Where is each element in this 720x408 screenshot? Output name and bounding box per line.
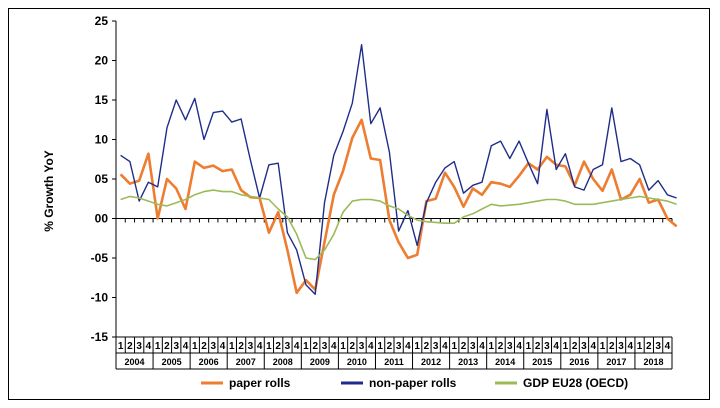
quarter-label: 2 bbox=[609, 341, 615, 352]
quarter-label: 2 bbox=[424, 341, 430, 352]
y-tick-label: 25 bbox=[95, 14, 109, 28]
year-label: 2009 bbox=[310, 357, 330, 367]
year-label: 2007 bbox=[236, 357, 256, 367]
quarter-label: 2 bbox=[498, 341, 504, 352]
series-layer bbox=[119, 44, 678, 295]
quarter-label: 3 bbox=[507, 341, 513, 352]
legend: paper rolls non-paper rolls GDP EU28 (OECD… bbox=[201, 376, 628, 390]
quarter-label: 1 bbox=[155, 341, 161, 352]
quarter-label: 4 bbox=[368, 341, 374, 352]
year-label: 2011 bbox=[384, 357, 404, 367]
legend-label: non-paper rolls bbox=[369, 376, 457, 390]
quarter-label: 1 bbox=[377, 341, 383, 352]
quarter-label: 1 bbox=[118, 341, 124, 352]
quarter-label: 4 bbox=[331, 341, 337, 352]
quarter-label: 1 bbox=[451, 341, 457, 352]
year-label: 2012 bbox=[421, 357, 441, 367]
quarter-label: 4 bbox=[516, 341, 522, 352]
quarter-label: 3 bbox=[322, 341, 328, 352]
y-axis: 25 20 15 10 05 00 -05 -10 -15 bbox=[91, 14, 117, 344]
quarter-label: 4 bbox=[553, 341, 559, 352]
year-label: 2013 bbox=[458, 357, 478, 367]
quarter-label: 3 bbox=[248, 341, 254, 352]
year-label: 2010 bbox=[347, 357, 367, 367]
series-line-gdp-eu28-oecd bbox=[120, 189, 677, 261]
quarter-label: 2 bbox=[350, 341, 356, 352]
quarter-label: 1 bbox=[637, 341, 643, 352]
quarter-label: 4 bbox=[146, 341, 152, 352]
y-tick-label: -15 bbox=[91, 330, 109, 344]
year-label: 2004 bbox=[125, 357, 145, 367]
year-label: 2016 bbox=[569, 357, 589, 367]
quarter-label: 3 bbox=[433, 341, 439, 352]
quarter-label: 3 bbox=[396, 341, 402, 352]
quarter-label: 1 bbox=[489, 341, 495, 352]
quarter-label: 1 bbox=[563, 341, 569, 352]
quarter-label: 1 bbox=[414, 341, 420, 352]
year-label: 2018 bbox=[643, 357, 663, 367]
quarter-label: 2 bbox=[127, 341, 133, 352]
legend-label: GDP EU28 (OECD) bbox=[523, 376, 628, 390]
series-line-paper-rolls bbox=[119, 118, 678, 295]
quarter-label: 1 bbox=[340, 341, 346, 352]
quarter-label: 2 bbox=[164, 341, 170, 352]
y-tick-label: 20 bbox=[95, 54, 109, 68]
year-label: 2017 bbox=[606, 357, 626, 367]
year-label: 2015 bbox=[532, 357, 552, 367]
quarter-label: 3 bbox=[359, 341, 365, 352]
quarter-label: 3 bbox=[618, 341, 624, 352]
quarter-label: 1 bbox=[303, 341, 309, 352]
y-axis-title-group: % Growth YoY bbox=[42, 150, 56, 232]
quarter-label: 2 bbox=[535, 341, 541, 352]
quarter-label: 4 bbox=[257, 341, 263, 352]
quarter-label: 3 bbox=[285, 341, 291, 352]
quarter-label: 4 bbox=[183, 341, 189, 352]
y-tick-label: 05 bbox=[95, 172, 109, 186]
quarter-label: 1 bbox=[266, 341, 272, 352]
quarter-label: 1 bbox=[600, 341, 606, 352]
quarter-label: 1 bbox=[192, 341, 198, 352]
quarter-label: 4 bbox=[590, 341, 596, 352]
quarter-label: 2 bbox=[275, 341, 281, 352]
quarter-label: 3 bbox=[581, 341, 587, 352]
quarter-label: 4 bbox=[479, 341, 485, 352]
quarter-label: 4 bbox=[665, 341, 671, 352]
quarter-label: 3 bbox=[655, 341, 661, 352]
quarter-label: 3 bbox=[173, 341, 179, 352]
quarter-label: 3 bbox=[544, 341, 550, 352]
quarter-label: 3 bbox=[470, 341, 476, 352]
year-label: 2008 bbox=[273, 357, 293, 367]
quarter-label: 2 bbox=[387, 341, 393, 352]
quarter-label: 3 bbox=[211, 341, 217, 352]
quarter-label: 4 bbox=[220, 341, 226, 352]
quarter-label: 3 bbox=[136, 341, 142, 352]
quarter-label: 4 bbox=[294, 341, 300, 352]
year-label: 2014 bbox=[495, 357, 515, 367]
quarter-label: 4 bbox=[442, 341, 448, 352]
quarter-label: 1 bbox=[229, 341, 235, 352]
quarter-label: 1 bbox=[526, 341, 532, 352]
y-tick-label: -05 bbox=[91, 251, 109, 265]
year-label: 2006 bbox=[199, 357, 219, 367]
y-tick-label: -10 bbox=[91, 291, 109, 305]
y-tick-label: 00 bbox=[95, 212, 109, 226]
quarter-label: 2 bbox=[312, 341, 318, 352]
quarter-label: 2 bbox=[201, 341, 207, 352]
y-axis-title: % Growth YoY bbox=[42, 150, 56, 232]
series-line-non-paper-rolls bbox=[120, 44, 677, 295]
quarter-label: 4 bbox=[405, 341, 411, 352]
quarter-label: 2 bbox=[646, 341, 652, 352]
quarter-label: 4 bbox=[628, 341, 634, 352]
year-label: 2005 bbox=[162, 357, 182, 367]
y-tick-label: 15 bbox=[95, 93, 109, 107]
y-tick-label: 10 bbox=[95, 133, 109, 147]
quarter-label: 2 bbox=[572, 341, 578, 352]
quarter-label: 2 bbox=[238, 341, 244, 352]
quarter-label: 2 bbox=[461, 341, 467, 352]
plot-axes bbox=[115, 218, 673, 223]
legend-label: paper rolls bbox=[229, 376, 291, 390]
